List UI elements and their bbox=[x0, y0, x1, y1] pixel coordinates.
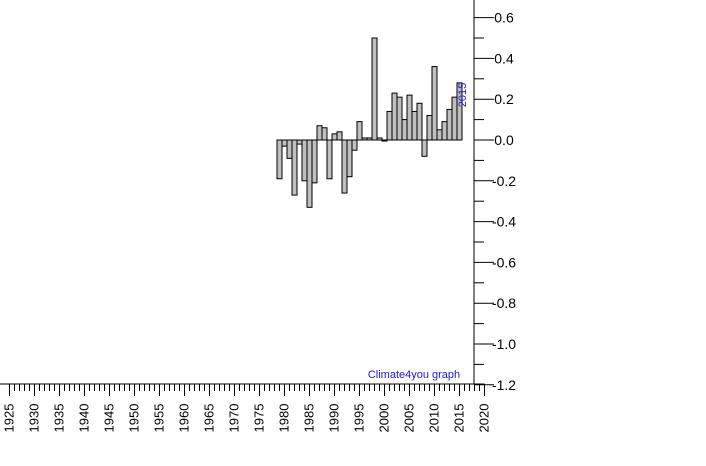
y-tick-label-0.4: 0.4 bbox=[494, 50, 514, 66]
x-tick-label-1965: 1965 bbox=[202, 404, 217, 433]
bar-2003 bbox=[396, 96, 403, 141]
x-tick-label-1995: 1995 bbox=[352, 404, 367, 433]
annotations-group: 2015 Climate4you graph bbox=[368, 83, 469, 381]
x-tick-label-1945: 1945 bbox=[102, 404, 117, 433]
x-tick-label-1960: 1960 bbox=[177, 404, 192, 433]
x-tick-label-1935: 1935 bbox=[52, 404, 67, 433]
y-axis: 0.6 0.4 0.2 0.0 -0.2 -0.4 -0.6 -0.8 -1.0 -1.2 bbox=[473, 0, 516, 393]
x-tick-label-2015: 2015 bbox=[452, 404, 467, 433]
x-tick-label-2020: 2020 bbox=[477, 404, 492, 433]
bar-1993 bbox=[346, 139, 353, 178]
bar-2010 bbox=[431, 66, 438, 141]
bar-2011 bbox=[436, 129, 443, 141]
bars-group bbox=[276, 37, 463, 208]
bar-1988 bbox=[321, 127, 328, 141]
bar-1982 bbox=[291, 139, 298, 196]
credit-annotation: Climate4you graph bbox=[368, 369, 460, 381]
bar-1986 bbox=[311, 139, 318, 184]
x-tick-label-2000: 2000 bbox=[377, 404, 392, 433]
y-tick-label-0.6: 0.6 bbox=[494, 10, 514, 26]
x-tick-label-1975: 1975 bbox=[252, 404, 267, 433]
bar-1994 bbox=[351, 139, 358, 151]
y-tick-label--0.8: -0.8 bbox=[492, 295, 516, 311]
x-axis: 1925 1930 1935 1940 1945 1950 1955 1960 1965 1970… bbox=[0, 383, 492, 433]
x-tick-label-1925: 1925 bbox=[2, 404, 17, 433]
bar-1979 bbox=[276, 139, 283, 180]
bar-1990 bbox=[331, 133, 338, 141]
x-tick-label-2010: 2010 bbox=[427, 404, 442, 433]
bar-1984 bbox=[301, 139, 308, 182]
bar-1987 bbox=[316, 125, 323, 141]
y-tick-label--0.4: -0.4 bbox=[492, 214, 516, 230]
bar-1981 bbox=[286, 139, 293, 159]
bar-1991 bbox=[336, 131, 343, 141]
x-tick-label-1940: 1940 bbox=[77, 404, 92, 433]
x-tick-label-2005: 2005 bbox=[402, 404, 417, 433]
x-tick-label-1985: 1985 bbox=[302, 404, 317, 433]
bar-1985 bbox=[306, 139, 313, 208]
bar-2012 bbox=[441, 121, 448, 141]
y-tick-label--0.2: -0.2 bbox=[492, 173, 516, 189]
y-tick-label--0.6: -0.6 bbox=[492, 254, 516, 270]
bar-1989 bbox=[326, 139, 333, 180]
x-tick-label-1980: 1980 bbox=[277, 404, 292, 433]
x-tick-label-1955: 1955 bbox=[152, 404, 167, 433]
bar-2013 bbox=[446, 108, 453, 141]
year-annotation: 2015 bbox=[457, 83, 469, 107]
x-tick-label-1930: 1930 bbox=[27, 404, 42, 433]
y-tick-label-0.0: 0.0 bbox=[494, 132, 514, 148]
x-tick-label-1950: 1950 bbox=[127, 404, 142, 433]
x-tick-label-1970: 1970 bbox=[227, 404, 242, 433]
x-tick-label-1990: 1990 bbox=[327, 404, 342, 433]
bar-1998 bbox=[371, 37, 378, 141]
bar-2004 bbox=[401, 119, 408, 141]
bar-2006 bbox=[411, 110, 418, 141]
bar-1992 bbox=[341, 139, 348, 194]
bar-1980 bbox=[281, 139, 288, 147]
bar-2007 bbox=[416, 102, 423, 141]
y-tick-label-0.2: 0.2 bbox=[494, 91, 514, 107]
bar-2001 bbox=[386, 110, 393, 141]
bar-2009 bbox=[426, 115, 433, 141]
y-tick-label--1.0: -1.0 bbox=[492, 336, 516, 352]
bar-2002 bbox=[391, 92, 398, 141]
y-tick-label--1.2: -1.2 bbox=[492, 377, 516, 393]
bar-2005 bbox=[406, 94, 413, 141]
bar-1983 bbox=[296, 139, 303, 145]
bar-2008 bbox=[421, 139, 428, 157]
bar-1995 bbox=[356, 121, 363, 141]
